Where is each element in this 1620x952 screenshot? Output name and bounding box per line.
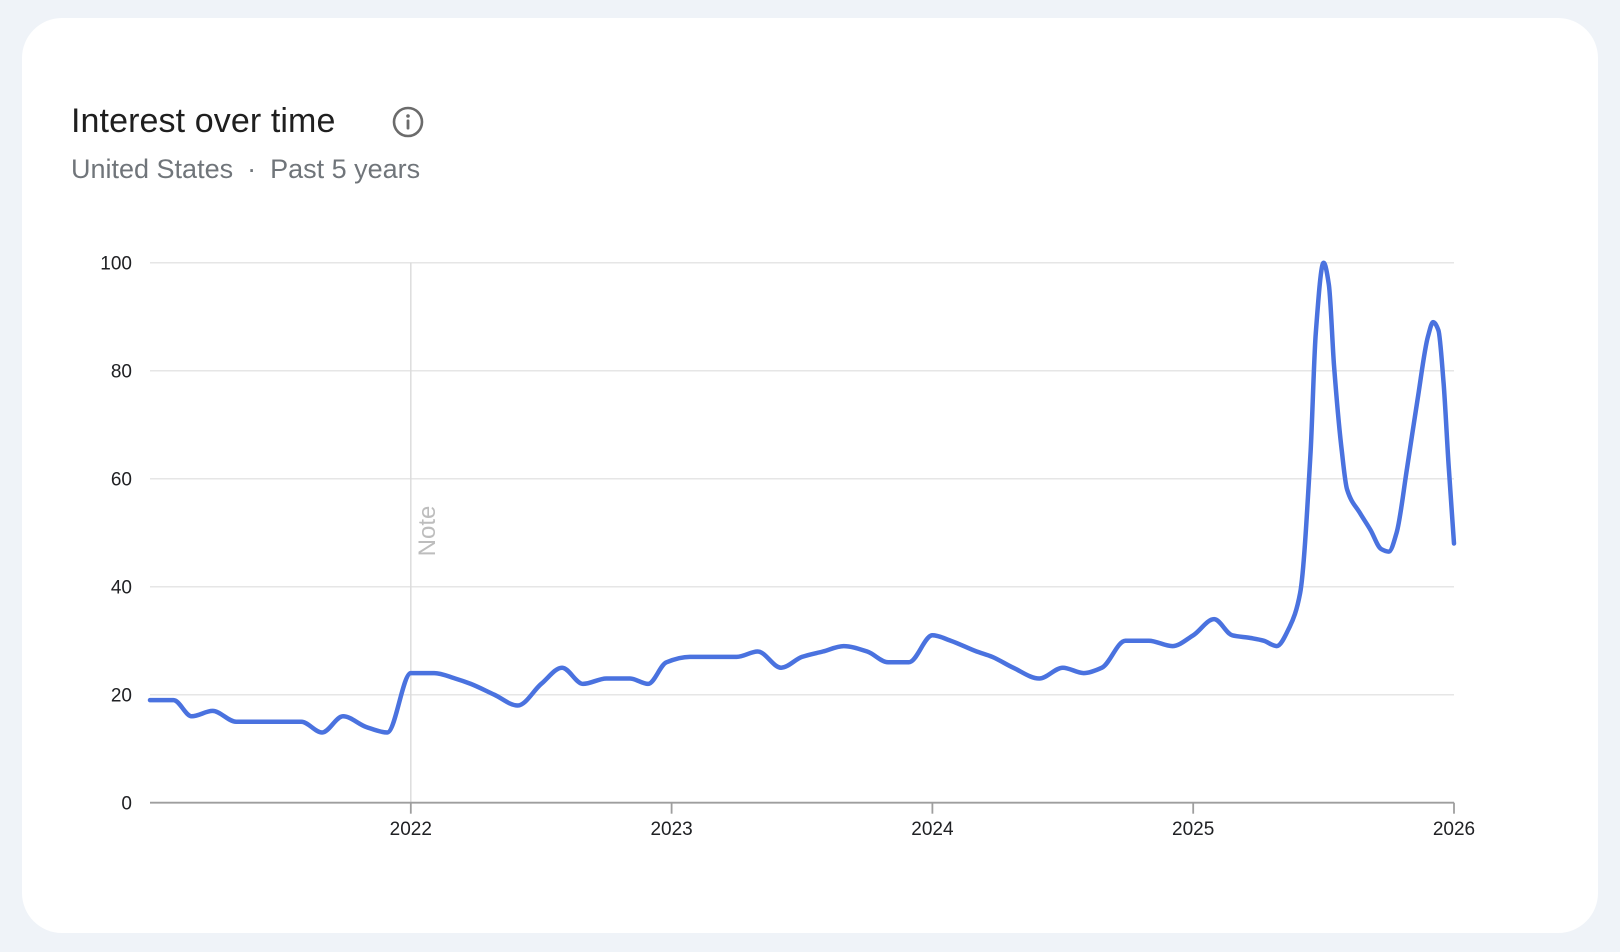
x-tick-label: 2025 [1172,819,1214,840]
annotations: Note [410,262,441,803]
chart-subtitle: United States · Past 5 years [71,152,420,186]
y-tick-label: 100 [100,254,132,275]
y-tick-label: 20 [111,686,132,707]
x-tick-label: 2024 [911,819,954,840]
x-tick-label: 2026 [1433,819,1475,840]
y-tick-label: 80 [111,362,132,383]
info-icon[interactable] [392,106,424,138]
region-label: United States [71,154,234,184]
x-tick-label: 2022 [390,819,432,840]
interest-line[interactable] [147,260,1457,735]
note-label[interactable]: Note [414,506,441,557]
x-axis: 2022 2023 2024 2025 2026 [150,801,1475,840]
y-tick-label: 60 [111,470,132,491]
x-tick-label: 2023 [650,819,692,840]
separator: · [247,154,257,184]
y-tick-label: 0 [121,794,132,815]
y-axis-labels: 0 20 40 60 80 100 [100,254,132,815]
gridlines [150,261,1454,696]
chart-card [22,18,1598,933]
chart-title: Interest over time [71,102,336,140]
y-tick-label: 40 [111,578,132,599]
period-label: Past 5 years [270,154,421,184]
